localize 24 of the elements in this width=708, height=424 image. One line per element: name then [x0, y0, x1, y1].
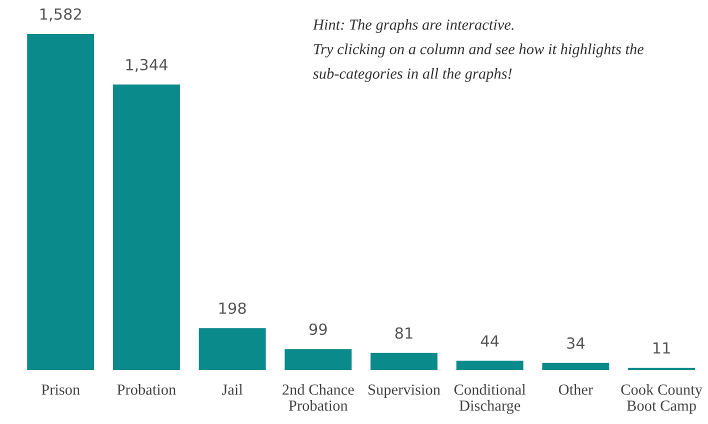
x-tick-label: Supervision: [368, 384, 440, 398]
annotation: Hint: The graphs are interactive. Try clicking on a column and see how it highlights the sub-categories in all the graphs!: [312, 19, 644, 82]
x-tick-label: Jail: [222, 384, 243, 395]
bar: [198, 328, 266, 370]
x-tick-label: 2nd Chance Probation: [282, 384, 354, 411]
bar: [542, 362, 610, 370]
bar: [456, 360, 524, 370]
data-label: 99: [309, 323, 327, 336]
x-tick-label: Probation: [117, 384, 176, 395]
x-tick-label: Prison: [42, 384, 80, 395]
data-label: 34: [567, 337, 585, 349]
data-label: 1,344: [126, 58, 168, 72]
x-tick-label: Other: [558, 384, 593, 395]
data-label: 81: [395, 327, 412, 339]
bar: [112, 84, 180, 370]
data-label: 44: [480, 335, 499, 347]
bar: [284, 349, 352, 370]
data-label: 11: [653, 342, 670, 354]
data-label: 1,582: [40, 8, 81, 22]
bar: [27, 34, 94, 370]
bar: [370, 352, 438, 370]
x-tick-label: Conditional Discharge: [454, 384, 526, 414]
data-label: 198: [219, 302, 246, 314]
x-tick-label: Cook County Boot Camp: [621, 384, 702, 414]
